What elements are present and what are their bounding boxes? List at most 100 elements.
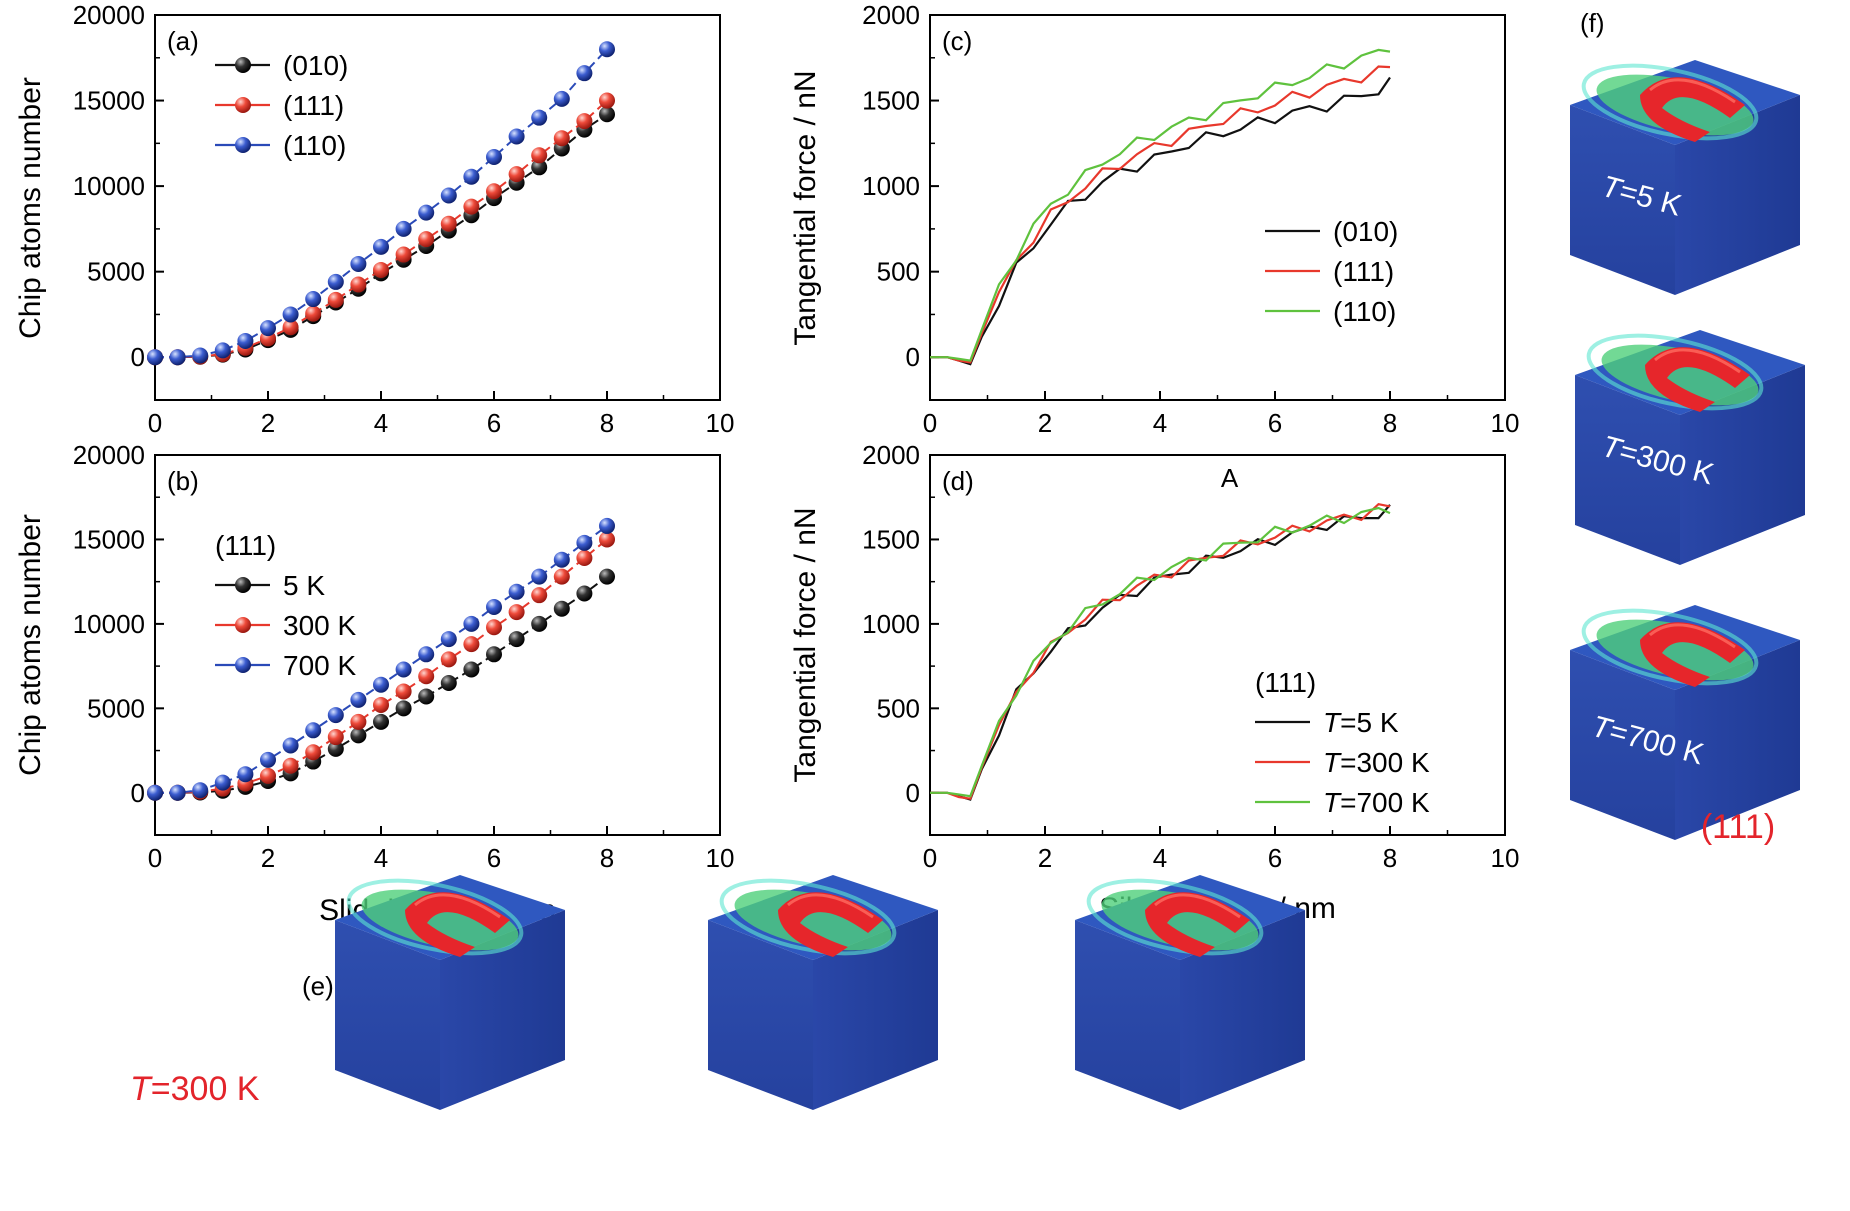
legend-marker — [235, 617, 251, 633]
series-line — [155, 48, 608, 359]
chart-panel-a: 0 2 4 6 8 10 0 5000 10000 15000 20000 Chip atoms nu… — [14, 0, 734, 438]
legend-title: (111) — [215, 530, 276, 561]
x-tick-label: 8 — [600, 843, 614, 873]
data-point — [531, 109, 548, 126]
plot-frame — [929, 14, 1506, 401]
deformation-ring — [1086, 878, 1264, 956]
data-point — [395, 246, 412, 263]
data-point — [373, 261, 389, 278]
y-axis-label: Chip atoms number — [14, 514, 47, 776]
y-tick-label: 0 — [906, 342, 920, 372]
panel-e-label: (e) — [302, 971, 334, 1001]
chip-highlight — [1649, 623, 1736, 649]
data-point — [260, 751, 276, 768]
data-point — [486, 149, 502, 166]
panel-label: (a) — [167, 26, 199, 56]
chip-highlight — [1154, 893, 1241, 919]
x-tick-label: 10 — [1491, 408, 1520, 438]
block-front-face — [1570, 105, 1675, 295]
data-point — [531, 587, 548, 604]
data-point — [350, 727, 367, 744]
y-axis-label: Tangential force / nN — [789, 70, 822, 345]
data-point — [260, 767, 276, 784]
legend-entry: T=300 K — [1323, 747, 1430, 778]
data-point — [463, 615, 480, 632]
panel-e-snapshots: (e) T=300 K (010) (110) (111) — [130, 875, 1305, 1149]
data-point — [599, 92, 615, 109]
x-tick-label: 10 — [1491, 843, 1520, 873]
data-point — [147, 784, 163, 801]
data-point — [508, 631, 525, 648]
legend-marker — [235, 577, 251, 593]
data-point — [373, 696, 389, 713]
snapshot-block-label: (010) — [304, 1104, 379, 1149]
data-point — [440, 187, 457, 204]
legend-title: (111) — [1255, 667, 1316, 698]
legend-entry: T=5 K — [1323, 707, 1399, 738]
data-point — [531, 159, 548, 176]
data-point — [576, 65, 593, 82]
chart-panel-d: 0 2 4 6 8 10 0 500 1000 1500 2000 Tangential force … — [789, 440, 1519, 925]
data-point — [531, 147, 548, 164]
data-point — [508, 128, 525, 145]
data-point — [508, 166, 525, 183]
panel-e-temperature: T=300 K — [130, 1070, 260, 1108]
snapshot-block-label: (111) — [1069, 1104, 1139, 1148]
block-shape — [1570, 605, 1800, 840]
block-shape — [708, 875, 938, 1110]
data-point — [305, 305, 322, 322]
data-point — [486, 619, 502, 636]
data-point — [553, 600, 570, 617]
x-tick-label: 2 — [261, 843, 275, 873]
x-tick-label: 8 — [1383, 843, 1397, 873]
block-front-face — [1575, 375, 1680, 565]
data-point — [350, 713, 367, 730]
x-tick-label: 4 — [1153, 408, 1167, 438]
y-tick-label: 20000 — [73, 440, 145, 470]
series-line — [930, 76, 1391, 366]
data-point — [553, 551, 570, 568]
data-point — [553, 568, 570, 585]
data-point — [463, 198, 480, 215]
y-tick-label: 5000 — [87, 257, 145, 287]
x-tick-label: 8 — [600, 408, 614, 438]
panel-label: (b) — [167, 466, 199, 496]
data-point — [305, 291, 322, 308]
deformation-ring — [1581, 63, 1759, 141]
snapshot-block-300k: T=300 K — [1575, 330, 1805, 565]
data-point — [599, 41, 615, 58]
data-point — [440, 631, 457, 648]
data-point — [531, 615, 548, 632]
data-point — [463, 636, 480, 653]
chip-highlight — [1654, 348, 1741, 374]
panel-label: (d) — [942, 466, 974, 496]
data-point — [327, 273, 344, 290]
y-tick-label: 20000 — [73, 0, 145, 30]
x-tick-label: 6 — [487, 408, 501, 438]
legend-entry: (110) — [283, 130, 346, 161]
panel-f-label: (f) — [1580, 8, 1605, 38]
snapshot-block-700k: T=700 K — [1570, 605, 1800, 840]
data-point — [486, 599, 502, 615]
x-tick-label: 0 — [148, 408, 162, 438]
y-tick-label: 1500 — [862, 86, 920, 116]
data-point — [192, 782, 209, 799]
data-point — [508, 583, 525, 600]
block-shape — [1575, 330, 1805, 565]
data-point — [599, 106, 615, 123]
snapshot-block-label: (110) — [704, 1104, 777, 1148]
block-side-face — [1680, 365, 1805, 565]
y-tick-label: 2000 — [862, 440, 920, 470]
data-point — [373, 676, 389, 693]
x-tick-label: 8 — [1383, 408, 1397, 438]
y-tick-label: 15000 — [73, 86, 145, 116]
data-point — [508, 604, 525, 621]
legend-entry: (010) — [1333, 216, 1398, 247]
y-tick-label: 1000 — [862, 609, 920, 639]
legend-marker — [235, 657, 251, 673]
deformation-ring — [1586, 333, 1764, 411]
data-point — [418, 668, 435, 685]
data-point — [418, 231, 435, 248]
series-line — [930, 48, 1391, 362]
